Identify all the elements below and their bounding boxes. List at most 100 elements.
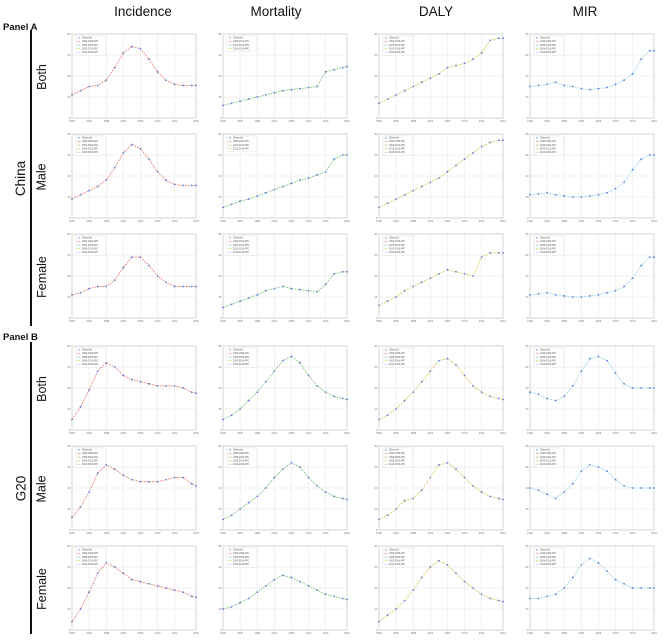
data-point bbox=[529, 597, 531, 600]
chart-svg: 0 20 40 60 80 1990 1994 1998 2002 2006 2010 2014 201… bbox=[219, 132, 351, 223]
data-point bbox=[653, 487, 655, 489]
legend-label: 1990-1993 APC bbox=[82, 40, 99, 43]
legend-box bbox=[533, 347, 565, 368]
data-point bbox=[446, 170, 449, 173]
data-point bbox=[307, 585, 310, 587]
legend-marker bbox=[536, 549, 538, 551]
x-tick-label: 2002 bbox=[120, 431, 126, 435]
data-point bbox=[529, 487, 531, 489]
x-tick-label: 1990 bbox=[527, 531, 533, 535]
legend-label: Observed bbox=[389, 449, 400, 452]
legend-label: 1996-2004 APC bbox=[540, 44, 557, 47]
legend-label: 1990-1996 APC bbox=[540, 140, 557, 143]
x-tick-label: 1994 bbox=[237, 119, 243, 123]
x-tick-label: 2002 bbox=[578, 631, 584, 635]
x-tick-label: 2002 bbox=[427, 319, 433, 323]
data-point bbox=[239, 508, 242, 510]
chart-svg: 0 20 40 60 80 1990 1994 1998 2002 2006 2010 2014 201… bbox=[375, 32, 507, 123]
data-point bbox=[597, 294, 600, 296]
x-tick-label: 1994 bbox=[237, 631, 243, 635]
data-point bbox=[324, 593, 327, 596]
data-point bbox=[403, 399, 406, 402]
data-point bbox=[455, 364, 457, 366]
legend-label: 1990-1996 APC bbox=[540, 40, 557, 43]
x-tick-label: 2019 bbox=[344, 319, 350, 323]
x-tick-label: 1998 bbox=[103, 631, 109, 635]
data-point bbox=[412, 391, 415, 394]
legend-label: 2004-2012 APC bbox=[82, 247, 99, 250]
data-point bbox=[588, 357, 591, 360]
x-tick-label: 2010 bbox=[155, 631, 161, 635]
data-point bbox=[173, 385, 176, 387]
legend-marker bbox=[78, 449, 80, 451]
data-point bbox=[580, 564, 583, 566]
legend-marker bbox=[78, 549, 80, 551]
legend-label: 2013-2019 APC bbox=[82, 563, 99, 566]
data-point bbox=[631, 587, 634, 589]
data-point bbox=[79, 608, 82, 610]
x-tick-label: 2014 bbox=[630, 431, 636, 435]
data-point bbox=[648, 49, 651, 52]
data-point bbox=[446, 268, 449, 271]
panel-b-label: Panel B bbox=[3, 332, 38, 343]
legend-label: Observed bbox=[389, 237, 400, 240]
chart-svg: 0 20 40 60 80 1990 1994 1998 2002 2006 2010 2014 201… bbox=[526, 32, 658, 123]
data-point bbox=[88, 491, 91, 494]
chart-svg: 0 20 40 60 80 1990 1994 1998 2002 2006 2010 2014 201… bbox=[219, 544, 351, 635]
y-tick-label: 80 bbox=[219, 344, 222, 348]
legend-label: 1990-1995 APC bbox=[82, 452, 99, 455]
data-point bbox=[546, 191, 549, 194]
data-point bbox=[623, 79, 625, 82]
fitted-line bbox=[529, 464, 654, 500]
column-header-daly: DALY bbox=[418, 4, 454, 19]
y-tick-label: 80 bbox=[526, 32, 529, 36]
legend-label: Observed bbox=[233, 549, 244, 552]
data-point bbox=[281, 285, 284, 288]
y-tick-label: 80 bbox=[68, 132, 71, 136]
data-point bbox=[113, 166, 116, 169]
y-tick-label: 40 bbox=[68, 74, 71, 78]
y-tick-label: 20 bbox=[375, 295, 378, 299]
data-point bbox=[273, 91, 276, 94]
data-point bbox=[230, 102, 233, 105]
data-point bbox=[378, 518, 380, 521]
legend-label: Observed bbox=[82, 349, 93, 352]
data-point bbox=[571, 482, 574, 485]
data-point bbox=[165, 478, 167, 481]
y-tick-label: 0 bbox=[527, 628, 529, 632]
x-tick-label: 1998 bbox=[410, 431, 416, 435]
data-point bbox=[88, 189, 91, 192]
y-tick-label: 20 bbox=[526, 607, 529, 611]
chart-svg: 0 20 40 60 80 1990 1994 1998 2002 2006 2010 2014 201… bbox=[375, 544, 507, 635]
y-tick-label: 80 bbox=[526, 544, 529, 548]
chart-svg: 0 20 40 60 80 1990 1994 1998 2002 2006 2010 2014 201… bbox=[68, 132, 200, 223]
chart-g20-mir-male: 0 20 40 60 80 1990 1994 1998 2002 2006 2010 2014 201… bbox=[520, 440, 660, 538]
data-point bbox=[497, 397, 500, 400]
fitted-line bbox=[529, 154, 654, 198]
data-point bbox=[412, 589, 415, 591]
data-point bbox=[247, 98, 250, 100]
data-point bbox=[614, 578, 617, 581]
data-point bbox=[563, 295, 566, 297]
legend-marker bbox=[536, 449, 538, 451]
data-point bbox=[653, 49, 655, 52]
x-tick-label: 1990 bbox=[527, 119, 533, 123]
legend-label: 1995-2004 APC bbox=[82, 556, 99, 559]
fitted-line bbox=[222, 271, 347, 308]
x-tick-label: 1990 bbox=[69, 431, 75, 435]
fitted-line bbox=[378, 358, 504, 420]
data-point bbox=[472, 485, 474, 487]
data-point bbox=[437, 273, 440, 275]
y-tick-label: 40 bbox=[219, 486, 222, 490]
y-tick-label: 60 bbox=[526, 253, 529, 257]
data-point bbox=[299, 466, 301, 468]
data-point bbox=[88, 591, 91, 594]
data-point bbox=[472, 587, 474, 589]
data-point bbox=[222, 608, 224, 610]
data-point bbox=[71, 94, 73, 96]
x-tick-label: 1990 bbox=[69, 319, 75, 323]
x-tick-label: 2019 bbox=[500, 531, 506, 535]
data-point bbox=[472, 385, 474, 387]
legend-marker bbox=[229, 237, 231, 239]
data-point bbox=[190, 595, 193, 598]
